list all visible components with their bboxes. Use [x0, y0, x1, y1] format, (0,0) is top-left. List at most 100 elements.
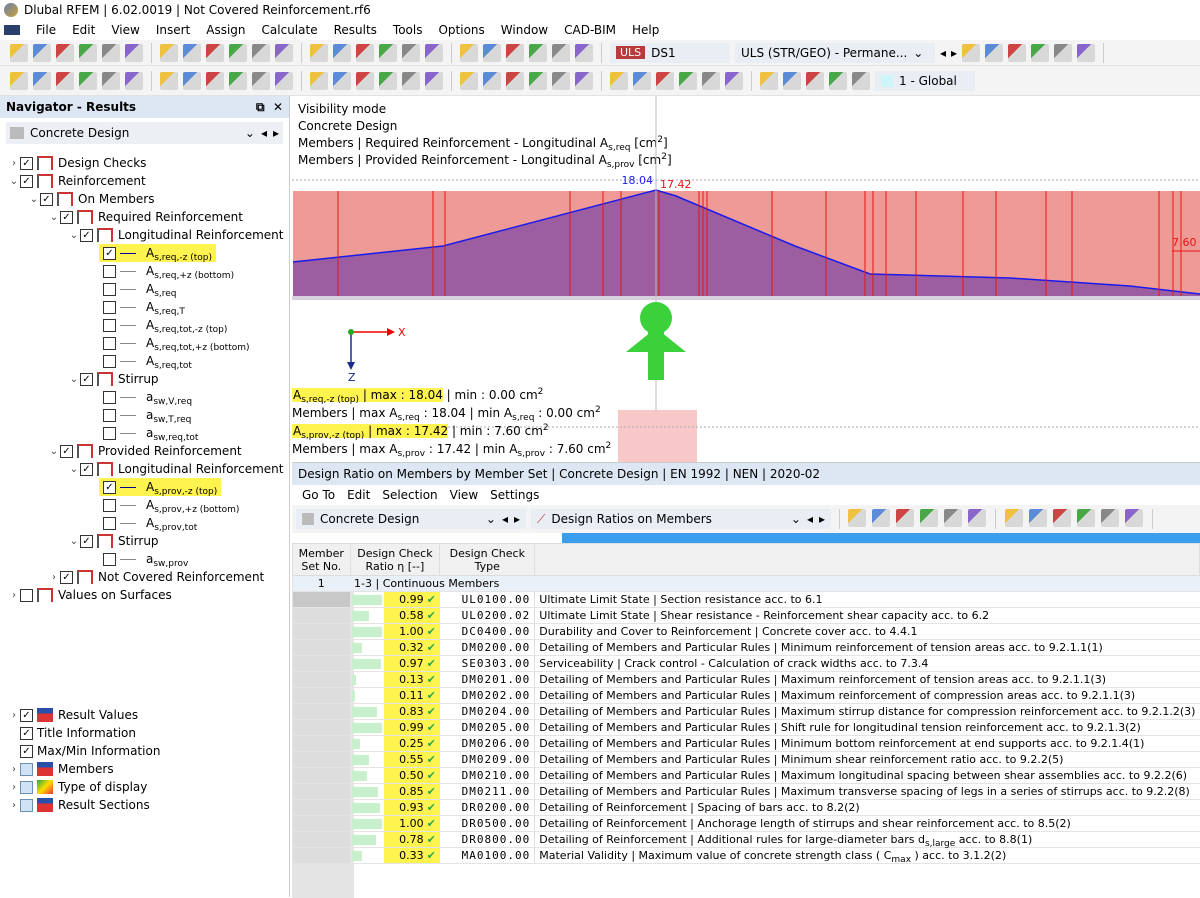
checkbox[interactable]	[20, 780, 33, 794]
chevron-right-icon[interactable]: ›	[12, 589, 16, 601]
checkbox[interactable]: ✓	[60, 444, 73, 458]
table-row[interactable]: 0.13 ✔ DM0201.00 Detailing of Members and P…	[292, 671, 1200, 688]
surface-icon[interactable]	[425, 43, 443, 62]
chevron-right-icon[interactable]: ›	[12, 763, 16, 775]
table-row[interactable]: 0.83 ✔ DM0204.00 Detailing of Members and P…	[292, 703, 1200, 720]
nav-result-item[interactable]: As,prov,tot	[103, 514, 201, 533]
clear-select-icon[interactable]	[1125, 509, 1143, 527]
nav-item-stirrup[interactable]: ⌄ ✓ Stirrup	[68, 370, 159, 388]
new-model-icon[interactable]	[10, 43, 28, 62]
nav-item-required-reinforcement[interactable]: ⌄ ✓ Required Reinforcement	[48, 208, 243, 226]
checkbox[interactable]	[103, 300, 116, 314]
result-type-select[interactable]: ⟋ Design Ratios on Members ⌄ ◂ ▸	[531, 509, 831, 529]
table-menu-go-to[interactable]: Go To	[302, 488, 336, 502]
nav-item-type-of-display[interactable]: › Type of display	[8, 778, 147, 796]
checkbox[interactable]: ✓	[80, 228, 93, 242]
menu-calculate[interactable]: Calculate	[261, 23, 318, 37]
load-case-select[interactable]: ULS DS1	[610, 42, 730, 63]
film-icon[interactable]	[552, 71, 570, 90]
table-row[interactable]: 1.00 ✔ DR0500.00 Detailing of Reinforcement…	[292, 815, 1200, 832]
checkbox[interactable]	[20, 798, 33, 812]
nav-result-item[interactable]: As,req,T	[103, 298, 189, 317]
color-table-icon[interactable]	[333, 43, 351, 62]
prev-icon[interactable]: ◂	[501, 512, 508, 526]
member-icon[interactable]	[56, 71, 74, 90]
table-row[interactable]: 0.55 ✔ DM0209.00 Detailing of Members and P…	[292, 751, 1200, 768]
nav-result-item[interactable]: As,req,tot,+z (bottom)	[103, 334, 254, 353]
table-menu-edit[interactable]: Edit	[347, 488, 371, 502]
decimal-icon[interactable]	[1101, 509, 1119, 527]
script-icon[interactable]	[379, 43, 397, 62]
line-load-icon[interactable]	[402, 71, 420, 90]
grid-view-icon[interactable]	[310, 43, 328, 62]
section-icon[interactable]	[529, 71, 547, 90]
nav-item-longitudinal-reinforcement[interactable]: ⌄ ✓ Longitudinal Reinforcement	[68, 226, 283, 244]
frame-icon[interactable]	[275, 71, 293, 90]
report-icon[interactable]	[206, 43, 224, 62]
webservice-icon[interactable]	[79, 43, 97, 62]
table-icon[interactable]	[944, 509, 962, 527]
nav-item-longitudinal-reinforcement[interactable]: ⌄ ✓ Longitudinal Reinforcement	[68, 460, 283, 478]
nav-item-reinforcement[interactable]: ⌄ ✓ Reinforcement	[8, 172, 146, 190]
nav-item-result-values[interactable]: › ✓ Result Values	[8, 706, 138, 724]
nav-result-item[interactable]: ✓ As,prov,-z (top)	[99, 478, 222, 497]
chevron-down-icon[interactable]: ⌄	[69, 229, 79, 241]
block-icon[interactable]	[333, 71, 351, 90]
grid-display-icon[interactable]	[1077, 43, 1096, 62]
filter-clear-icon[interactable]	[962, 43, 981, 62]
prev-icon[interactable]: ◂	[940, 45, 947, 60]
dlubal-center-icon[interactable]	[56, 43, 74, 62]
table-row[interactable]: 0.99 ✔ UL0100.00 Ultimate Limit State | Sec…	[292, 591, 1200, 608]
target-icon[interactable]	[483, 43, 501, 62]
col-type[interactable]: Design Check Type	[439, 543, 536, 576]
model-info-icon[interactable]	[102, 43, 120, 62]
table-row[interactable]: 0.58 ✔ UL0200.02 Ultimate Limit State | She…	[292, 607, 1200, 624]
table-row[interactable]: 0.78 ✔ DR0800.00 Detailing of Reinforcement…	[292, 831, 1200, 848]
chevron-down-icon[interactable]: ⌄	[49, 211, 59, 223]
checkbox[interactable]: ✓	[40, 192, 53, 206]
load-icon[interactable]	[356, 71, 374, 90]
filter-icon[interactable]	[506, 71, 524, 90]
chevron-right-icon[interactable]: ›	[12, 781, 16, 793]
nav-item-values-on-surfaces[interactable]: › Values on Surfaces	[8, 586, 172, 604]
nav-result-item[interactable]: asw,req,tot	[103, 424, 202, 443]
chevron-right-icon[interactable]: ›	[52, 571, 56, 583]
checkbox[interactable]: ✓	[20, 174, 33, 188]
nav-item-title-information[interactable]: ✓ Title Information	[8, 724, 136, 742]
table-menu-view[interactable]: View	[449, 488, 479, 502]
checkbox[interactable]: ✓	[20, 156, 33, 170]
member-load-icon[interactable]	[379, 71, 397, 90]
nav-result-item[interactable]: As,req,tot,-z (top)	[103, 316, 231, 335]
prev-icon[interactable]: ◂	[260, 126, 267, 140]
chevron-down-icon[interactable]: ⌄	[244, 126, 255, 140]
load-out-icon[interactable]	[575, 43, 593, 62]
nav-item-provided-reinforcement[interactable]: ⌄ ✓ Provided Reinforcement	[48, 442, 242, 460]
deformation-icon[interactable]	[1031, 43, 1050, 62]
next-icon[interactable]: ▸	[951, 45, 958, 60]
table-view-icon[interactable]	[275, 43, 293, 62]
menu-window[interactable]: Window	[500, 23, 549, 37]
list-icon[interactable]	[402, 43, 420, 62]
undo-icon[interactable]	[229, 43, 247, 62]
filter-icon[interactable]	[1077, 509, 1095, 527]
col-description[interactable]	[534, 543, 1200, 576]
nav-result-item[interactable]: asw,prov	[103, 550, 192, 569]
next-icon[interactable]: ▸	[513, 512, 520, 526]
table-menu-selection[interactable]: Selection	[382, 488, 438, 502]
diagram-icon[interactable]	[575, 71, 593, 90]
smooth-icon[interactable]	[610, 71, 628, 90]
chevron-down-icon[interactable]: ⌄	[29, 193, 39, 205]
arrow-icon[interactable]	[656, 71, 674, 90]
nav-item-not-covered-reinforcement[interactable]: › ✓ Not Covered Reinforcement	[48, 568, 264, 586]
table-row[interactable]: 0.50 ✔ DM0210.00 Detailing of Members and P…	[292, 767, 1200, 784]
nav-result-item[interactable]: ✓ As,req,-z (top)	[99, 244, 216, 263]
nav-result-item[interactable]: As,req,tot	[103, 352, 196, 371]
nav-item-result-sections[interactable]: › Result Sections	[8, 796, 150, 814]
checkbox[interactable]	[103, 408, 116, 422]
table-menu-settings[interactable]: Settings	[490, 488, 540, 502]
open-icon[interactable]	[33, 43, 51, 62]
result-values-icon[interactable]	[896, 509, 914, 527]
checkbox[interactable]: ✓	[103, 480, 116, 494]
table-2-icon[interactable]	[968, 509, 986, 527]
checkbox[interactable]	[103, 552, 116, 566]
